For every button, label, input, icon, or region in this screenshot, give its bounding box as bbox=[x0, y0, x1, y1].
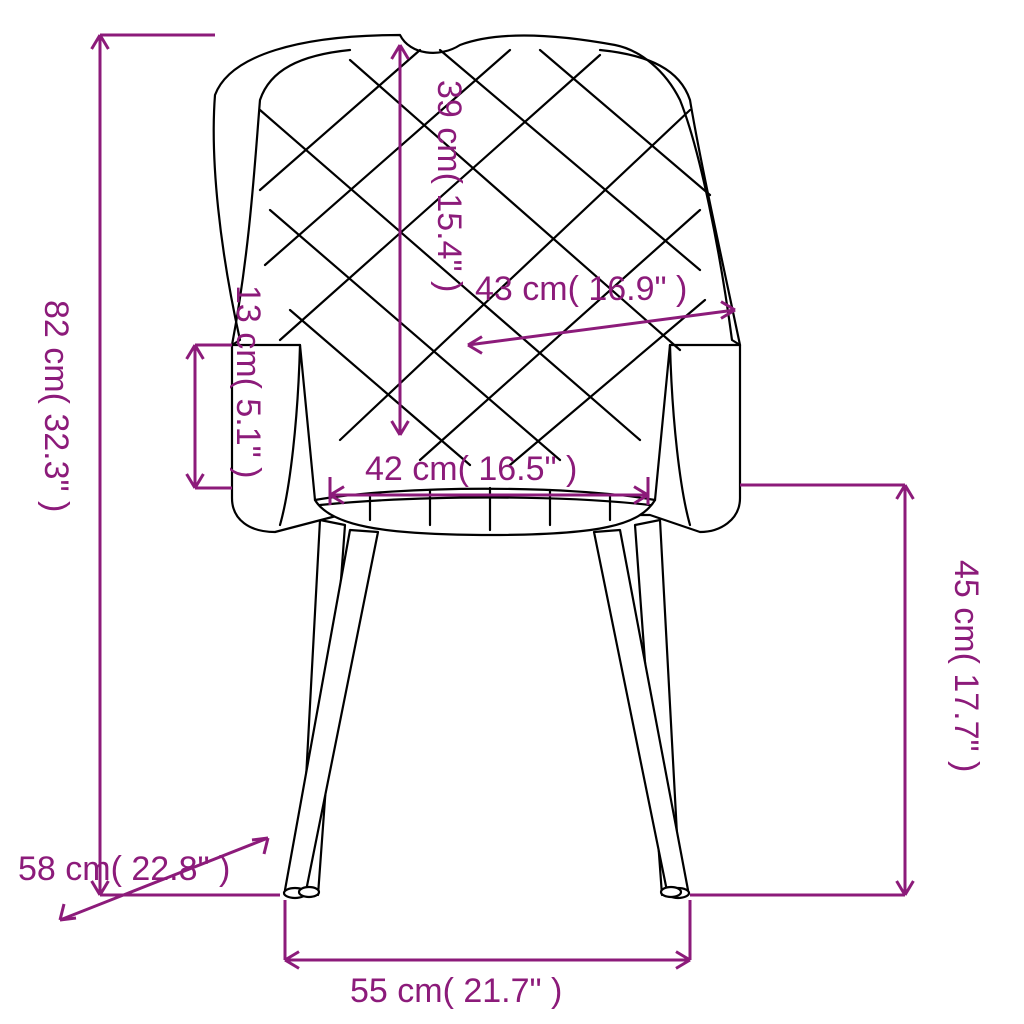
dim-mark-15: 39 cm( 15.4" ) bbox=[430, 80, 468, 292]
dim-mark-31: 45 cm( 17.7" ) bbox=[947, 560, 985, 772]
dim-mark-11: 13 cm( 5.1" ) bbox=[229, 285, 267, 478]
dim-mark-19: 43 cm( 16.9" ) bbox=[475, 270, 687, 308]
dim-mark-41: 58 cm( 22.8" ) bbox=[18, 850, 230, 888]
foot-br bbox=[661, 887, 681, 897]
dim-mark-37: 55 cm( 21.7" ) bbox=[350, 972, 562, 1010]
foot-bl bbox=[299, 887, 319, 897]
dim-mark-5: 82 cm( 32.3" ) bbox=[37, 300, 75, 512]
dim-mark-25: 42 cm( 16.5" ) bbox=[365, 450, 577, 488]
